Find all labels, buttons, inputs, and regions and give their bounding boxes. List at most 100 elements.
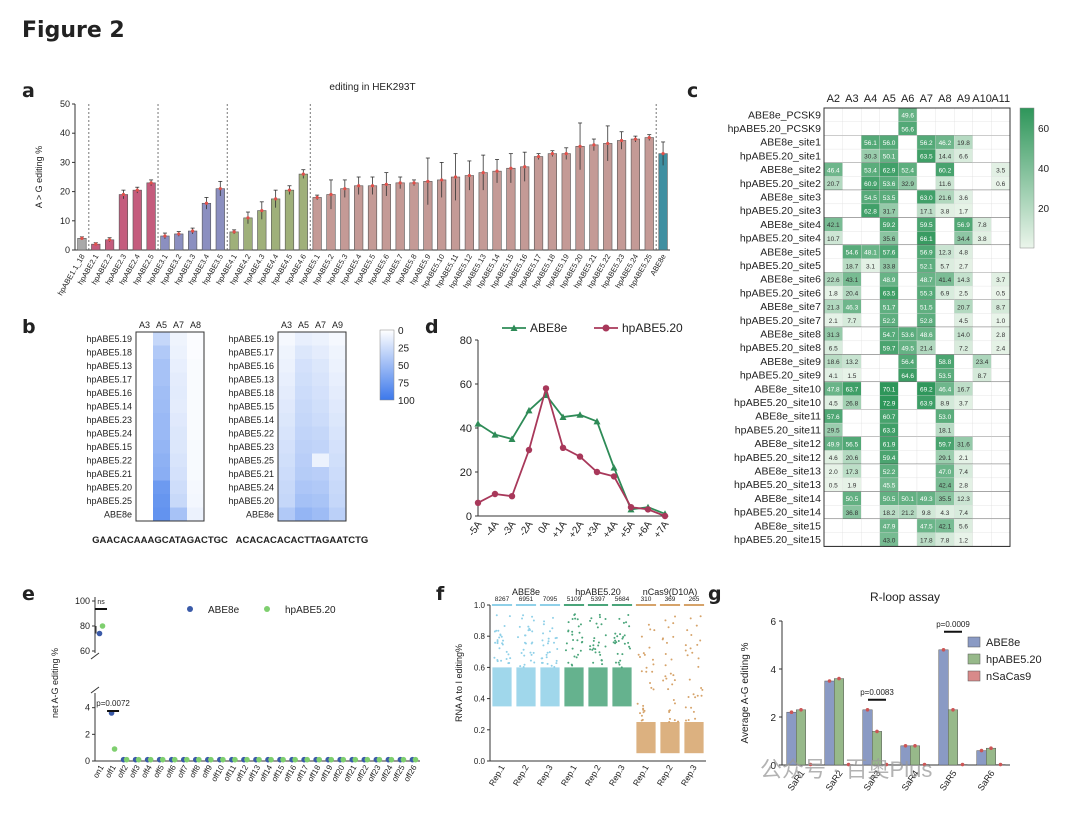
heatmap-cell bbox=[153, 480, 170, 494]
significance-label: p=0.0009 bbox=[936, 620, 970, 629]
y-tick-label: 0.2 bbox=[474, 726, 486, 735]
data-point bbox=[274, 197, 278, 201]
heatmap-cell bbox=[861, 518, 880, 533]
data-point bbox=[494, 641, 497, 644]
density-cloud bbox=[612, 667, 632, 707]
data-point bbox=[555, 659, 558, 662]
data-point bbox=[315, 195, 319, 200]
data-point bbox=[699, 639, 702, 642]
x-tick-label: SaR6 bbox=[976, 768, 997, 792]
heatmap-cell-value: 18.2 bbox=[883, 510, 896, 517]
data-point bbox=[440, 178, 444, 182]
heatmap-cell-value: 2.7 bbox=[959, 263, 968, 270]
data-point bbox=[532, 619, 535, 622]
heatmap-cell bbox=[916, 121, 936, 136]
heatmap-cell bbox=[823, 135, 843, 150]
heatmap-cell-value: 19.8 bbox=[957, 140, 970, 147]
heatmap-row-label: ABE8e_site8 bbox=[760, 328, 821, 340]
data-point bbox=[398, 181, 402, 185]
significance-label: p=0.0083 bbox=[860, 688, 894, 697]
heatmap-cell bbox=[916, 422, 936, 437]
data-point bbox=[502, 639, 505, 642]
heatmap-row-label: ABE8e_site5 bbox=[760, 246, 821, 258]
heatmap-col-label: A11 bbox=[991, 93, 1010, 105]
data-point bbox=[694, 696, 697, 699]
heatmap-cell bbox=[861, 505, 880, 520]
heatmap-cell bbox=[278, 440, 295, 454]
data-point bbox=[668, 720, 671, 723]
data-point bbox=[689, 647, 692, 650]
data-point bbox=[669, 672, 672, 675]
heatmap-cell bbox=[861, 395, 880, 410]
x-tick-label: +2A bbox=[567, 519, 587, 540]
heatmap-row-label: hpABE5.20_site5 bbox=[740, 260, 821, 272]
bar bbox=[298, 173, 308, 251]
bar bbox=[354, 185, 364, 251]
heatmap-row-label: hpABE5.20_site15 bbox=[734, 534, 821, 546]
data-point bbox=[610, 464, 618, 471]
heatmap-cell bbox=[972, 381, 992, 396]
color-scale-label: 20 bbox=[1038, 204, 1050, 215]
data-point bbox=[542, 385, 550, 392]
heatmap-cell-value: 14.0 bbox=[957, 332, 970, 339]
heatmap-cell-value: 2.8 bbox=[959, 482, 968, 489]
heatmap-cell bbox=[954, 422, 973, 437]
data-point bbox=[426, 179, 430, 183]
data-point bbox=[467, 173, 471, 178]
data-point bbox=[686, 629, 689, 632]
heatmap-row-label: hpABE5.24 bbox=[228, 483, 274, 493]
data-point bbox=[576, 453, 584, 460]
heatmap-cell-value: 1.0 bbox=[996, 318, 1005, 325]
color-scale-label: 0 bbox=[398, 326, 404, 337]
heatmap-cell-value: 3.6 bbox=[959, 195, 968, 202]
data-point bbox=[592, 661, 595, 664]
data-point bbox=[564, 152, 568, 156]
heatmap-cell bbox=[136, 440, 153, 454]
heatmap-cell bbox=[898, 231, 918, 246]
heatmap-row-label: hpABE5.17 bbox=[86, 375, 132, 385]
x-tick-label: Rep.1 bbox=[559, 763, 579, 788]
count-label: 7095 bbox=[543, 596, 558, 603]
heatmap-cell bbox=[954, 162, 973, 177]
heatmap-cell bbox=[972, 313, 992, 328]
heatmap-cell bbox=[954, 176, 973, 191]
data-point bbox=[668, 717, 671, 720]
heatmap-row-label: ABE8e_site10 bbox=[754, 383, 821, 395]
x-tick-label: off8 bbox=[188, 763, 203, 779]
bar bbox=[118, 194, 129, 251]
heatmap-cell bbox=[312, 386, 329, 400]
data-point bbox=[522, 666, 525, 669]
x-tick-label: Rep.1 bbox=[631, 763, 651, 788]
panel-c-heatmap: A2 A3 A4 A5 A6 A7 A8 A9 A10 A11 ABE8e_PCSK9 49.6 hpA… bbox=[728, 93, 1050, 547]
heatmap-row-label: hpABE5.15 bbox=[228, 402, 274, 412]
x-tick-label: Rep.2 bbox=[655, 763, 675, 788]
data-point bbox=[642, 711, 645, 714]
heatmap-cell-value: 35.6 bbox=[883, 236, 896, 243]
data-point bbox=[593, 637, 596, 640]
data-point bbox=[579, 649, 582, 652]
data-point bbox=[244, 756, 250, 763]
heatmap-row-label: ABE8e_site7 bbox=[760, 301, 821, 313]
density-cloud bbox=[516, 667, 536, 707]
data-point bbox=[111, 746, 118, 752]
bar bbox=[174, 233, 184, 251]
y-tick-label: 80 bbox=[80, 621, 90, 631]
heatmap-row-label: ABE8e_site6 bbox=[760, 274, 821, 286]
heatmap-cell bbox=[842, 532, 862, 547]
heatmap-cell bbox=[295, 386, 312, 400]
heatmap-col-label: A7 bbox=[173, 320, 184, 330]
heatmap-cell bbox=[916, 107, 936, 122]
heatmap-cell bbox=[935, 217, 955, 232]
heatmap-cell bbox=[842, 203, 862, 218]
heatmap-cell-value: 3.8 bbox=[978, 236, 987, 243]
data-point bbox=[357, 184, 361, 188]
data-point bbox=[799, 708, 803, 712]
data-point bbox=[304, 756, 310, 763]
bar bbox=[589, 144, 599, 251]
heatmap-cell bbox=[312, 440, 329, 454]
data-point bbox=[508, 615, 511, 618]
data-point bbox=[505, 650, 508, 653]
data-point bbox=[600, 623, 603, 626]
data-point bbox=[518, 625, 521, 628]
heatmap-cell bbox=[136, 413, 153, 427]
